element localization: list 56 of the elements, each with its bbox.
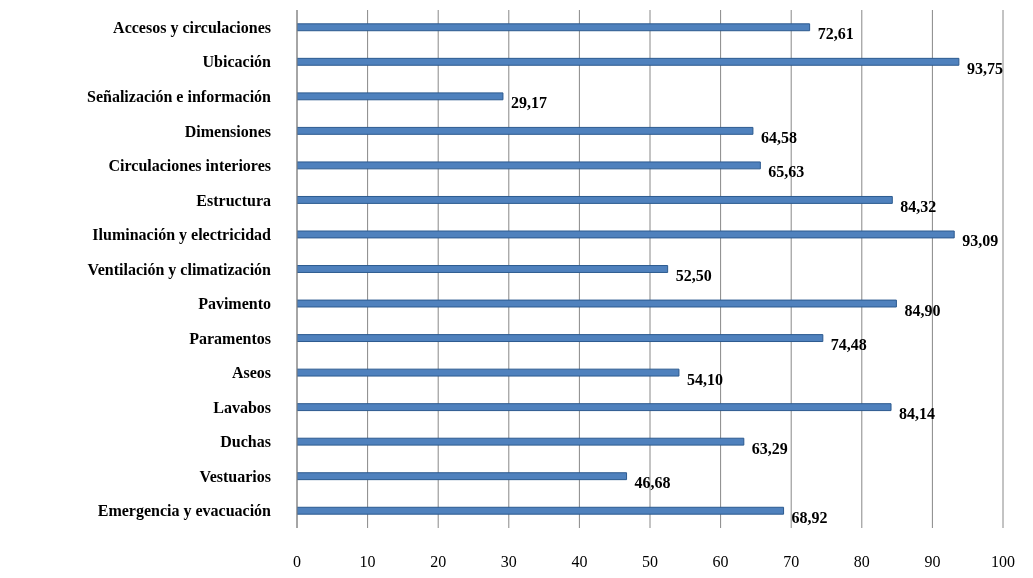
data-label: 84,14: [899, 405, 936, 423]
bar: [297, 472, 628, 481]
bar: [297, 126, 754, 135]
data-label: 68,92: [791, 508, 828, 526]
x-tick-label: 80: [853, 553, 870, 571]
bar: [297, 230, 955, 239]
x-tick-label: 10: [359, 553, 376, 571]
y-tick-label: Emergencia y evacuación: [97, 502, 272, 521]
data-label: 46,68: [634, 474, 671, 492]
bar: [297, 506, 785, 515]
x-tick-label: 100: [991, 553, 1015, 571]
y-tick-label: Dimensiones: [184, 122, 271, 140]
bar: [297, 195, 893, 204]
y-tick-label: Vestuarios: [199, 467, 271, 485]
bar: [297, 23, 811, 32]
y-tick-label: Lavabos: [213, 398, 271, 416]
x-tick-label: 20: [430, 553, 447, 571]
data-label: 64,58: [760, 128, 797, 146]
data-label: 84,32: [900, 197, 937, 215]
bar: [297, 57, 960, 66]
bar: [297, 299, 897, 308]
bar: [297, 92, 504, 101]
x-tick-label: 30: [500, 553, 517, 571]
y-tick-label: Paramentos: [189, 329, 271, 347]
data-label: 65,63: [768, 163, 805, 181]
bar: [297, 265, 669, 273]
y-tick-label: Accesos y circulaciones: [113, 18, 271, 37]
y-tick-label: Ventilación y climatización: [87, 260, 272, 279]
x-tick-label: 60: [712, 553, 729, 571]
y-tick-label: Aseos: [231, 364, 271, 382]
data-label: 63,29: [751, 439, 788, 457]
data-label: 52,50: [675, 267, 712, 284]
data-label: 84,90: [904, 301, 941, 319]
y-tick-label: Circulaciones interiores: [108, 157, 271, 175]
y-tick-label: Pavimento: [198, 295, 271, 313]
data-label: 74,48: [830, 336, 867, 354]
x-tick-label: 70: [783, 553, 800, 571]
y-tick-label: Duchas: [220, 433, 271, 451]
x-tick-label: 0: [293, 553, 301, 571]
x-tick-label: 50: [642, 553, 658, 571]
y-tick-label: Ubicación: [202, 53, 272, 71]
x-tick-label: 90: [924, 553, 941, 571]
bar: [297, 403, 892, 412]
data-label: 93,09: [962, 232, 999, 250]
data-label: 29,17: [510, 94, 547, 112]
bar: [297, 161, 761, 170]
data-label: 93,75: [966, 59, 1003, 77]
y-tick-label: Estructura: [196, 191, 271, 209]
bar: [297, 334, 824, 343]
data-label: 54,10: [686, 370, 723, 388]
data-label: 72,61: [817, 25, 854, 43]
bar: [297, 437, 745, 446]
bar: [297, 368, 680, 377]
y-tick-label: Señalización e información: [87, 88, 272, 106]
y-tick-label: Iluminación y electricidad: [92, 226, 272, 245]
x-tick-label: 40: [571, 553, 588, 571]
